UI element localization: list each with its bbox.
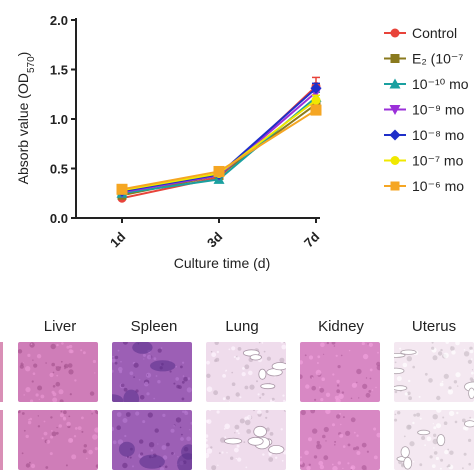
histology-image-uterus [394, 342, 474, 402]
y-tick-label: 1.5 [50, 63, 68, 78]
legend-swatch-marker [389, 129, 401, 141]
legend-swatch-marker [389, 105, 401, 115]
histology-image-kidney [300, 342, 380, 402]
histology-image-lung [206, 342, 286, 402]
panel-title-lung: Lung [225, 318, 259, 335]
y-tick-label: 2.0 [50, 13, 68, 28]
histology-image-uterus [394, 410, 474, 470]
y-tick-label: 0.5 [50, 162, 68, 177]
histology-image-spleen [112, 410, 192, 470]
legend-item: 10⁻⁶ mo [384, 178, 464, 194]
legend-item: E₂ (10⁻⁷ [384, 51, 463, 67]
series-group [116, 82, 322, 197]
histology-image-spleen [112, 342, 192, 402]
series-group [116, 104, 322, 195]
legend-label: E₂ (10⁻⁷ [412, 51, 463, 67]
legend-item: 10⁻¹⁰ mo [384, 76, 469, 92]
panel-title-uterus: Uterus [411, 318, 457, 335]
data-point [310, 104, 322, 116]
histology-image-kidney [300, 410, 380, 470]
growth-line-chart: 0.0 0.5 1.0 1.5 2.0 1d 3d 7d Culture time (d) Abs… [15, 13, 469, 271]
data-point [311, 95, 321, 105]
chart-series [116, 76, 322, 203]
legend-label: 10⁻⁹ mo [412, 102, 465, 118]
panel-title-liver: Liver [43, 318, 77, 335]
legend-swatch-marker [390, 181, 400, 191]
data-point [213, 165, 225, 177]
series-group [116, 91, 322, 198]
legend-label: Control [412, 25, 457, 41]
panel-title-spleen: Spleen [130, 318, 178, 335]
y-tick-label: 0.0 [50, 211, 68, 226]
y-tick-label: 1.0 [50, 112, 68, 127]
legend-swatch-marker [390, 28, 400, 38]
histology-image-liver [18, 342, 98, 402]
legend-label: 10⁻¹⁰ mo [412, 76, 469, 92]
legend-item: Control [384, 25, 457, 41]
left-edge-strip [0, 342, 3, 402]
legend-item: 10⁻⁸ mo [384, 127, 464, 143]
left-edge-strip [0, 410, 3, 470]
legend-label: 10⁻⁷ mo [412, 153, 464, 169]
x-axis-label: Culture time (d) [174, 255, 270, 271]
legend-item: 10⁻⁹ mo [384, 102, 465, 118]
chart-legend: Control E₂ (10⁻⁷ 10⁻¹⁰ mo 10⁻⁹ mo 10⁻⁸ mo 10⁻… [384, 25, 469, 194]
legend-swatch-marker [389, 78, 401, 89]
panel-title-kidney: Kidney [318, 318, 364, 335]
x-tick-label: 7d [301, 229, 322, 250]
legend-swatch-marker [390, 54, 400, 63]
legend-label: 10⁻⁶ mo [412, 178, 464, 194]
chart-axes: 0.0 0.5 1.0 1.5 2.0 1d 3d 7d Culture time (d) Abs… [15, 13, 322, 271]
legend-label: 10⁻⁸ mo [412, 127, 464, 143]
x-tick-label: 1d [107, 229, 128, 250]
histology-image-liver [18, 410, 98, 470]
y-axis-label: Absorb value (OD570) [15, 52, 37, 185]
legend-item: 10⁻⁷ mo [384, 153, 464, 169]
legend-swatch-marker [390, 156, 400, 165]
data-point [116, 183, 128, 195]
histology-image-lung [206, 410, 286, 470]
data-point [310, 82, 322, 94]
x-tick-label: 3d [204, 229, 225, 250]
